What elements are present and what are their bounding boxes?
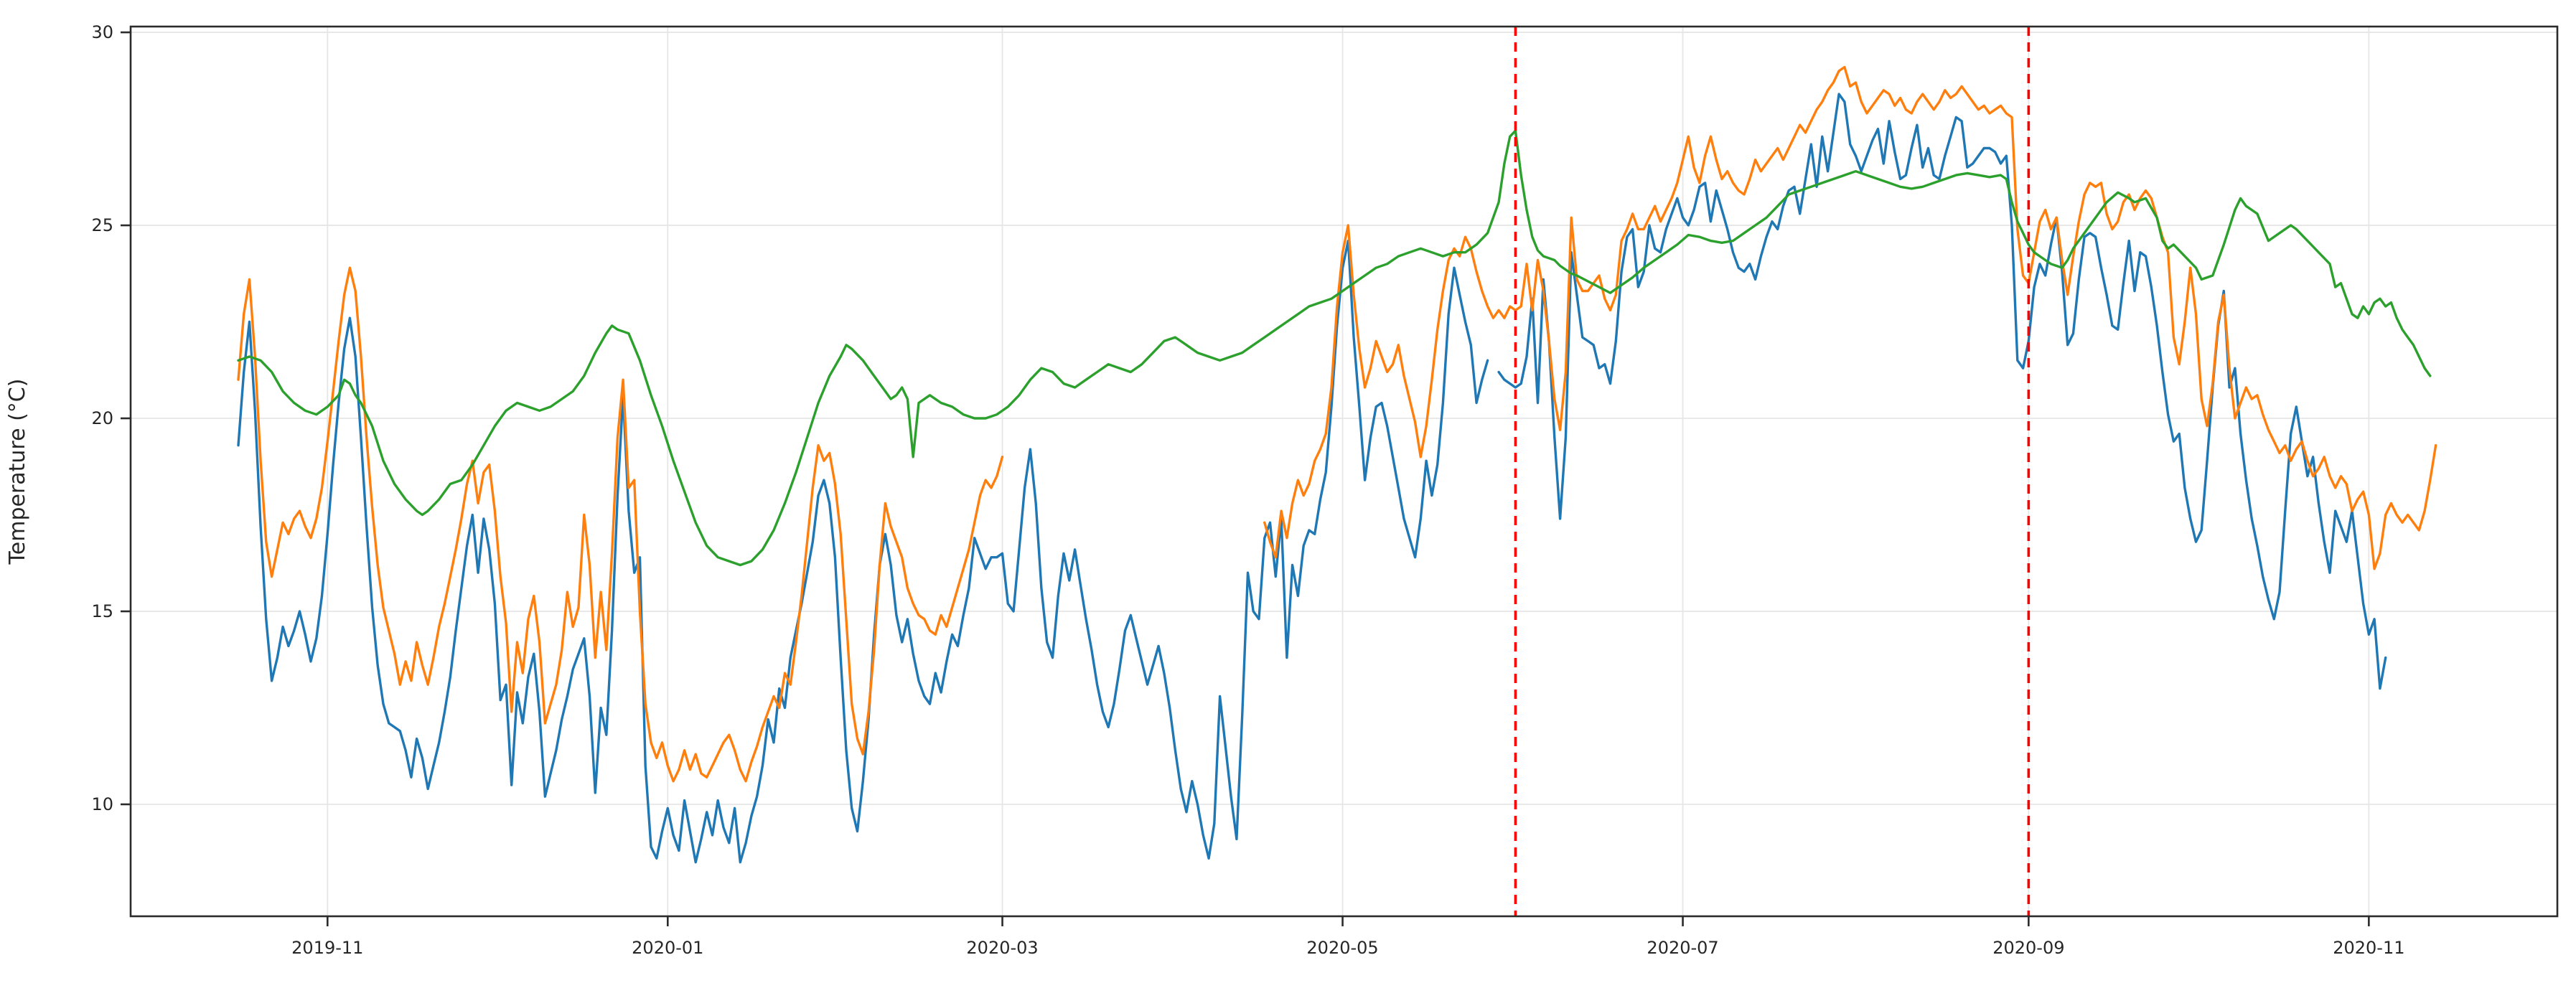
y-tick-label: 20 — [91, 408, 113, 428]
x-tick-label: 2020-07 — [1647, 938, 1718, 958]
x-tick-label: 2020-03 — [966, 938, 1038, 958]
series-3-green-line — [237, 129, 2432, 567]
x-tick-label: 2019-11 — [291, 938, 363, 958]
x-tick-label: 2020-05 — [1306, 938, 1378, 958]
y-tick-label: 10 — [91, 794, 113, 814]
x-tick-label: 2020-09 — [1992, 938, 2064, 958]
data-series — [237, 65, 2437, 864]
axis-ticks-and-labels: 10 15 20 25 30 2019-11 2020-01 2020-03 2020-05 20… — [91, 22, 2404, 958]
y-tick-label: 15 — [91, 601, 113, 621]
x-tick-label: 2020-11 — [2333, 938, 2404, 958]
series-1-blue-line — [1497, 93, 2387, 690]
y-tick-label: 25 — [91, 215, 113, 235]
plot-border — [129, 25, 2559, 918]
series-2-orange-line — [237, 266, 1004, 783]
y-tick-label: 30 — [91, 22, 113, 42]
series-2-orange-line — [1263, 65, 2437, 570]
x-tick-label: 2020-01 — [632, 938, 703, 958]
event-vlines — [1514, 27, 2031, 916]
y-axis-label: Temperature (°C) — [5, 379, 30, 565]
series-1-blue-line — [237, 239, 1489, 864]
